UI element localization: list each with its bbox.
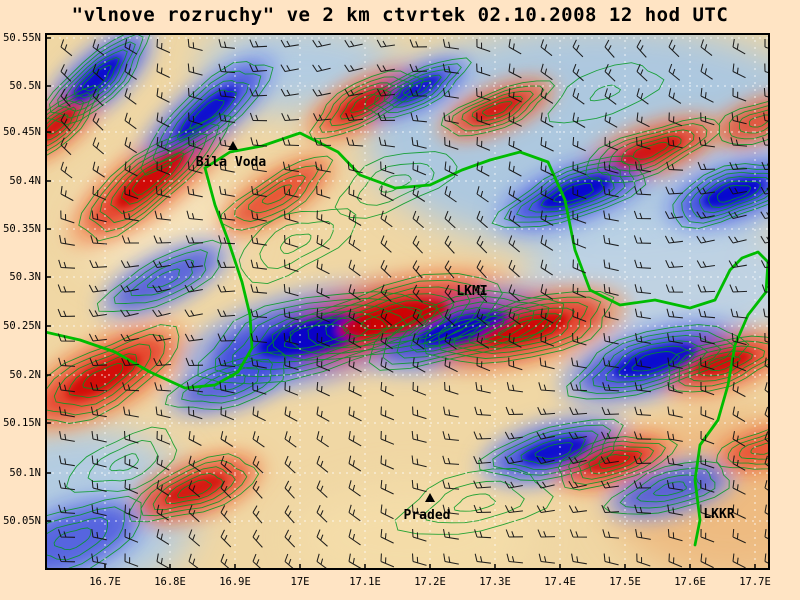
lkkr-label: LKKR [703, 507, 734, 522]
x-axis-label: 16.7E [89, 576, 121, 588]
y-axis-label: 50.45N [3, 126, 41, 138]
x-axis-label: 17E [290, 576, 310, 588]
y-axis-label: 50.15N [3, 417, 41, 429]
country-border [45, 131, 770, 547]
x-axis-label: 17.2E [414, 576, 446, 588]
praded-marker [425, 493, 435, 502]
lkmi-label: LKMI [456, 284, 487, 299]
y-axis-label: 50.3N [9, 271, 41, 283]
x-axis-label: 17.7E [739, 576, 771, 588]
graticule [45, 33, 770, 570]
x-axis-label: 17.1E [349, 576, 381, 588]
wind-barbs [57, 38, 770, 570]
x-axis-label: 17.4E [544, 576, 576, 588]
y-axis-label: 50.55N [3, 32, 41, 44]
plot-frame [45, 33, 770, 570]
x-axis-label: 16.9E [219, 576, 251, 588]
y-axis-label: 50.05N [3, 515, 41, 527]
praded-label: Praded [404, 508, 451, 523]
x-axis-label: 16.8E [154, 576, 186, 588]
chart-title: "vlnove rozruchy" ve 2 km ctvrtek 02.10.… [71, 4, 729, 26]
y-axis-label: 50.5N [9, 80, 41, 92]
y-axis-label: 50.25N [3, 320, 41, 332]
x-axis-label: 17.6E [674, 576, 706, 588]
map-plot-area: Bila Voda LKMI Praded LKKR [45, 33, 770, 570]
y-axis-label: 50.2N [9, 369, 41, 381]
y-axis-label: 50.4N [9, 175, 41, 187]
bila-voda-marker [228, 141, 238, 150]
y-axis-label: 50.1N [9, 467, 41, 479]
map-canvas: Bila Voda LKMI Praded LKKR [45, 33, 770, 570]
stations: Bila Voda LKMI Praded LKKR [196, 141, 735, 523]
x-axis-label: 17.5E [609, 576, 641, 588]
bila-voda-label: Bila Voda [196, 155, 267, 170]
y-axis-label: 50.35N [3, 223, 41, 235]
x-axis-label: 17.3E [479, 576, 511, 588]
